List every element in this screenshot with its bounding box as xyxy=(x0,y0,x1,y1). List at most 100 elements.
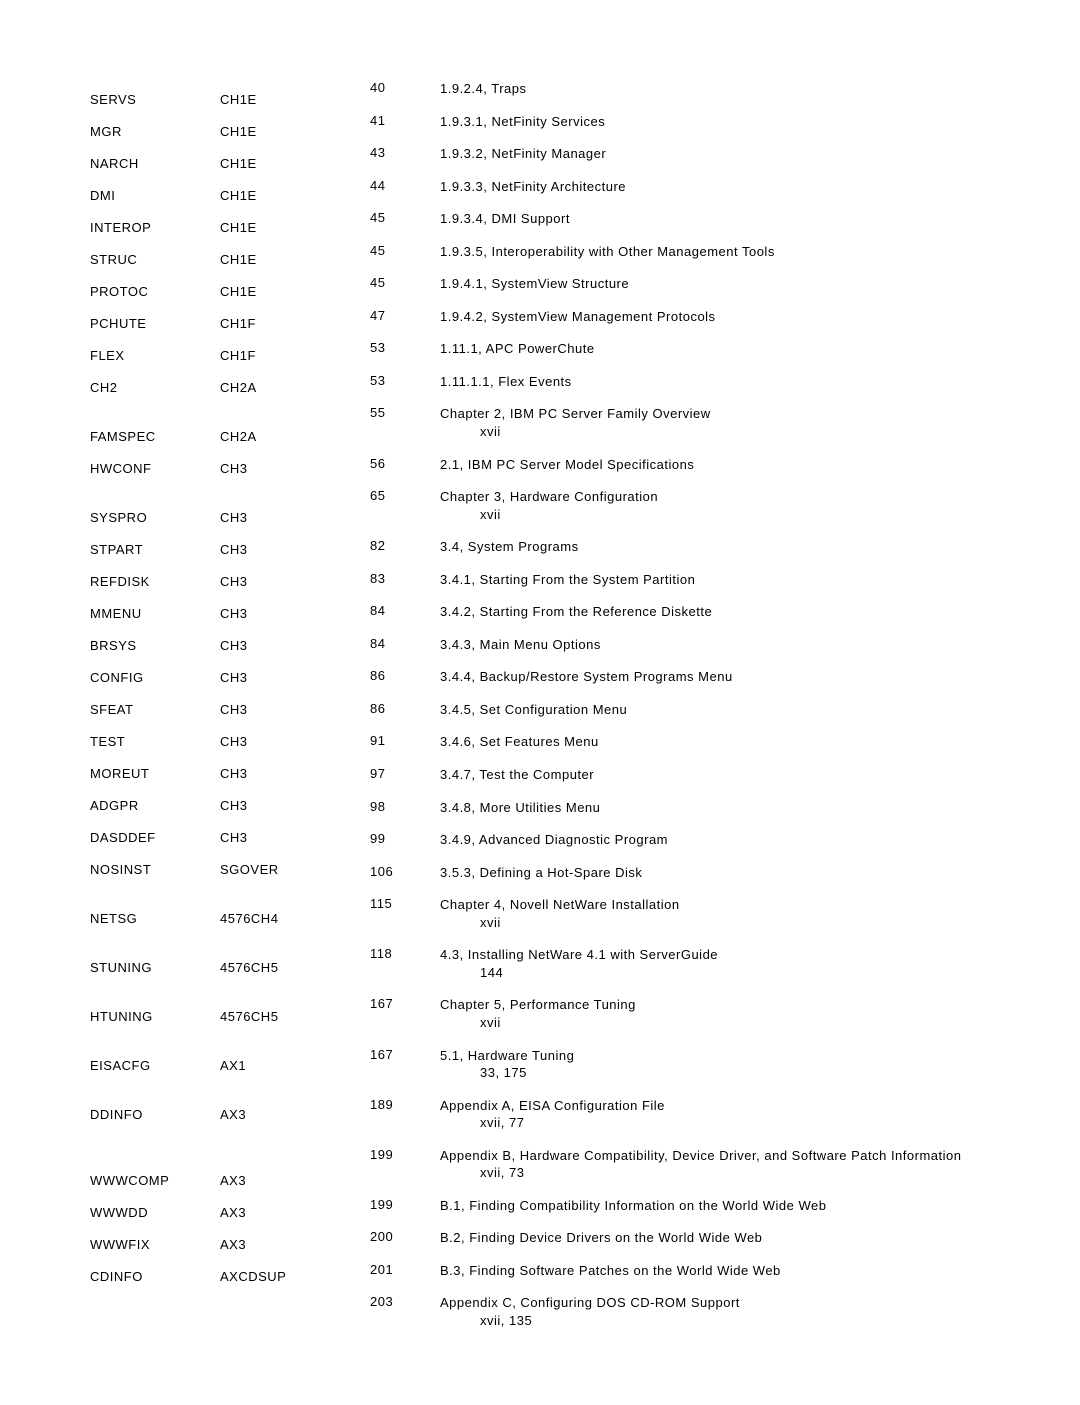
toc-entry-text: 1.9.3.5, Interoperability with Other Man… xyxy=(440,243,990,261)
toc-entry-main: 3.4.5, Set Configuration Menu xyxy=(440,701,990,719)
index-key: EISACFG xyxy=(90,1058,220,1073)
toc-row: 863.4.5, Set Configuration Menu xyxy=(370,701,990,719)
toc-page-number: 189 xyxy=(370,1097,440,1112)
toc-entry-main: 3.4.4, Backup/Restore System Programs Me… xyxy=(440,668,990,686)
toc-entry-text: 3.4.7, Test the Computer xyxy=(440,766,990,784)
index-key: FLEX xyxy=(90,348,220,363)
toc-entry-main: Chapter 2, IBM PC Server Family Overview xyxy=(440,405,990,423)
index-key: MOREUT xyxy=(90,766,220,781)
index-row: FLEXCH1F xyxy=(90,348,340,363)
toc-entry-main: 2.1, IBM PC Server Model Specifications xyxy=(440,456,990,474)
index-row: TESTCH3 xyxy=(90,734,340,749)
toc-row: 431.9.3.2, NetFinity Manager xyxy=(370,145,990,163)
index-value: CH3 xyxy=(220,734,340,749)
index-key: NARCH xyxy=(90,156,220,171)
index-key: ADGPR xyxy=(90,798,220,813)
toc-row: 973.4.7, Test the Computer xyxy=(370,766,990,784)
toc-page-number: 199 xyxy=(370,1147,440,1162)
index-value: 4576CH5 xyxy=(220,960,340,975)
index-key: SFEAT xyxy=(90,702,220,717)
index-key: DASDDEF xyxy=(90,830,220,845)
index-key: CONFIG xyxy=(90,670,220,685)
toc-row: 983.4.8, More Utilities Menu xyxy=(370,799,990,817)
toc-page-number: 55 xyxy=(370,405,440,420)
toc-entry-text: Chapter 2, IBM PC Server Family Overview… xyxy=(440,405,990,455)
toc-page-number: 91 xyxy=(370,733,440,748)
toc-row: 200B.2, Finding Device Drivers on the Wo… xyxy=(370,1229,990,1247)
toc-row: 65Chapter 3, Hardware Configurationxvii xyxy=(370,488,990,538)
toc-row: 115Chapter 4, Novell NetWare Installatio… xyxy=(370,896,990,946)
index-row: CDINFOAXCDSUP xyxy=(90,1269,340,1284)
toc-entry-main: Chapter 3, Hardware Configuration xyxy=(440,488,990,506)
index-row: PCHUTECH1F xyxy=(90,316,340,331)
toc-row: 1184.3, Installing NetWare 4.1 with Serv… xyxy=(370,946,990,996)
toc-entry-main: 1.9.3.5, Interoperability with Other Man… xyxy=(440,243,990,261)
toc-entry-main: 3.4.9, Advanced Diagnostic Program xyxy=(440,831,990,849)
toc-row: 411.9.3.1, NetFinity Services xyxy=(370,113,990,131)
index-value: CH3 xyxy=(220,510,340,525)
toc-page-number: 83 xyxy=(370,571,440,586)
toc-entry-main: Appendix C, Configuring DOS CD-ROM Suppo… xyxy=(440,1294,990,1312)
index-row: WWWFIXAX3 xyxy=(90,1237,340,1252)
toc-entry-text: 3.4.6, Set Features Menu xyxy=(440,733,990,751)
toc-page-number: 106 xyxy=(370,864,440,879)
index-key: HTUNING xyxy=(90,1009,220,1024)
index-value: AX3 xyxy=(220,1173,340,1188)
index-value: CH3 xyxy=(220,798,340,813)
toc-entry-main: B.1, Finding Compatibility Information o… xyxy=(440,1197,990,1215)
toc-entry-main: Chapter 4, Novell NetWare Installation xyxy=(440,896,990,914)
index-row: FAMSPECCH2A xyxy=(90,429,340,444)
toc-entry-main: 1.9.3.4, DMI Support xyxy=(440,210,990,228)
index-key: STPART xyxy=(90,542,220,557)
index-key: CH2 xyxy=(90,380,220,395)
toc-row: 199Appendix B, Hardware Compatibility, D… xyxy=(370,1147,990,1197)
index-key: STUNING xyxy=(90,960,220,975)
toc-row: 531.11.1.1, Flex Events xyxy=(370,373,990,391)
toc-entry-sub: xvii xyxy=(440,423,990,441)
toc-entry-main: Appendix A, EISA Configuration File xyxy=(440,1097,990,1115)
index-row: STPARTCH3 xyxy=(90,542,340,557)
toc-entry-main: 1.11.1.1, Flex Events xyxy=(440,373,990,391)
toc-row: 531.11.1, APC PowerChute xyxy=(370,340,990,358)
toc-entry-text: Appendix C, Configuring DOS CD-ROM Suppo… xyxy=(440,1294,990,1344)
index-value: CH1E xyxy=(220,124,340,139)
index-key: DDINFO xyxy=(90,1107,220,1122)
toc-page-number: 98 xyxy=(370,799,440,814)
toc-page-number: 82 xyxy=(370,538,440,553)
index-value: CH1E xyxy=(220,252,340,267)
toc-row: 401.9.2.4, Traps xyxy=(370,80,990,98)
index-key: WWWCOMP xyxy=(90,1173,220,1188)
index-row: MOREUTCH3 xyxy=(90,766,340,781)
toc-page-number: 97 xyxy=(370,766,440,781)
index-value: SGOVER xyxy=(220,862,340,877)
index-value: CH1E xyxy=(220,220,340,235)
toc-entry-text: 3.4, System Programs xyxy=(440,538,990,556)
index-key: NOSINST xyxy=(90,862,220,877)
index-key: HWCONF xyxy=(90,461,220,476)
toc-entry-main: Chapter 5, Performance Tuning xyxy=(440,996,990,1014)
toc-entry-text: 1.9.4.1, SystemView Structure xyxy=(440,275,990,293)
index-row: DMICH1E xyxy=(90,188,340,203)
index-row: SYSPROCH3 xyxy=(90,510,340,525)
toc-entry-text: B.3, Finding Software Patches on the Wor… xyxy=(440,1262,990,1280)
toc-entry-text: 5.1, Hardware Tuning33, 175 xyxy=(440,1047,990,1097)
toc-entry-text: Chapter 4, Novell NetWare Installationxv… xyxy=(440,896,990,946)
toc-page-number: 45 xyxy=(370,275,440,290)
right-toc-column: 401.9.2.4, Traps 411.9.3.1, NetFinity Ser… xyxy=(370,80,990,1345)
toc-row: 863.4.4, Backup/Restore System Programs … xyxy=(370,668,990,686)
toc-entry-text: 2.1, IBM PC Server Model Specifications xyxy=(440,456,990,474)
toc-entry-text: 4.3, Installing NetWare 4.1 with ServerG… xyxy=(440,946,990,996)
toc-entry-main: 1.9.3.3, NetFinity Architecture xyxy=(440,178,990,196)
page: SERVSCH1EMGRCH1ENARCHCH1EDMICH1EINTEROPC… xyxy=(0,0,1080,1405)
index-value: CH3 xyxy=(220,670,340,685)
index-key: SYSPRO xyxy=(90,510,220,525)
index-value: CH3 xyxy=(220,766,340,781)
toc-entry-main: 3.4.1, Starting From the System Partitio… xyxy=(440,571,990,589)
index-key: DMI xyxy=(90,188,220,203)
toc-entry-main: B.2, Finding Device Drivers on the World… xyxy=(440,1229,990,1247)
toc-row: 189Appendix A, EISA Configuration Filexv… xyxy=(370,1097,990,1147)
toc-entry-text: 1.9.4.2, SystemView Management Protocols xyxy=(440,308,990,326)
toc-page-number: 41 xyxy=(370,113,440,128)
index-row: HTUNING4576CH5 xyxy=(90,1009,340,1024)
toc-entry-text: 3.4.1, Starting From the System Partitio… xyxy=(440,571,990,589)
